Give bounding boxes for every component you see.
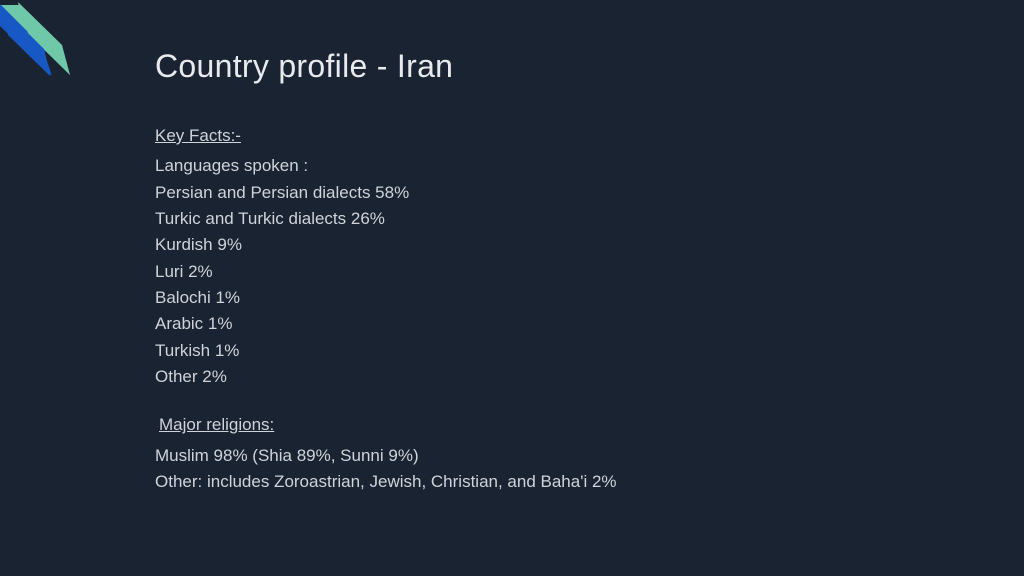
religions-header: Major religions: (155, 412, 1024, 438)
language-item: Arabic 1% (155, 311, 1024, 337)
slide-title: Country profile - Iran (155, 48, 1024, 85)
religion-item: Other: includes Zoroastrian, Jewish, Chr… (155, 469, 1024, 495)
language-item: Balochi 1% (155, 285, 1024, 311)
language-item: Turkish 1% (155, 338, 1024, 364)
language-item: Persian and Persian dialects 58% (155, 180, 1024, 206)
religion-item: Muslim 98% (Shia 89%, Sunni 9%) (155, 443, 1024, 469)
language-item: Luri 2% (155, 259, 1024, 285)
slide-content: Country profile - Iran Key Facts:- Langu… (0, 0, 1024, 495)
language-item: Other 2% (155, 364, 1024, 390)
key-facts-header: Key Facts:- (155, 123, 1024, 149)
languages-label: Languages spoken : (155, 153, 1024, 179)
language-item: Kurdish 9% (155, 232, 1024, 258)
language-item: Turkic and Turkic dialects 26% (155, 206, 1024, 232)
